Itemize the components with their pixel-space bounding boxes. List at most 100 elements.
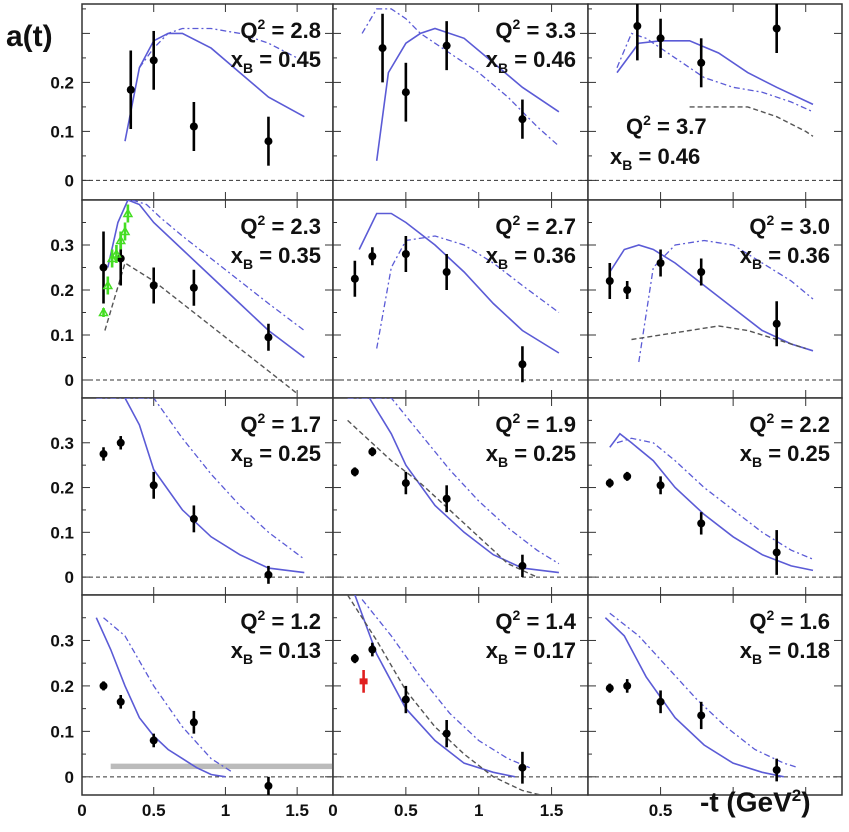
xb-sub: B	[243, 60, 253, 76]
xb-value: = 0.25	[508, 441, 576, 466]
q2-symbol: Q	[240, 214, 257, 239]
y-tick-label: 0	[65, 371, 74, 390]
xb-symbol: x	[486, 638, 499, 663]
xb-symbol: x	[231, 638, 244, 663]
data-point	[657, 34, 665, 42]
y-tick-label: 0.1	[50, 122, 74, 141]
q2-sup: 2	[767, 212, 775, 228]
data-point	[190, 515, 198, 523]
data-point	[117, 439, 125, 447]
data-point	[100, 264, 108, 272]
x-tick-label: 1	[474, 801, 483, 820]
data-point	[100, 682, 108, 690]
data-point	[264, 137, 272, 145]
q2-label: Q2 = 1.2	[240, 607, 321, 634]
q2-value: = 1.6	[774, 609, 830, 634]
q2-label: Q2 = 3.0	[749, 212, 830, 239]
q2-sup: 2	[513, 16, 521, 32]
q2-label: Q2 = 1.6	[749, 607, 830, 634]
q2-symbol: Q	[749, 412, 766, 437]
x-tick-label: 0	[328, 801, 337, 820]
xb-value: = 0.45	[253, 47, 321, 72]
data-point	[368, 252, 376, 260]
xb-sub: B	[243, 651, 253, 667]
y-tick-label: 0.2	[50, 281, 74, 300]
xb-value: = 0.18	[762, 638, 830, 663]
data-point	[402, 88, 410, 96]
y-tick-label: 0.2	[50, 677, 74, 696]
q2-label: Q2 = 2.8	[240, 16, 321, 43]
data-point	[190, 123, 198, 131]
data-point	[623, 682, 631, 690]
y-tick-label: 0.2	[50, 479, 74, 498]
q2-sup: 2	[767, 607, 775, 623]
x-tick-label: 0.5	[142, 801, 166, 820]
q2-value: = 1.7	[265, 412, 321, 437]
y-tick-label: 0.1	[50, 326, 74, 345]
xb-value: = 0.46	[508, 47, 576, 72]
data-point	[657, 481, 665, 489]
q2-sup: 2	[513, 212, 521, 228]
data-point	[351, 468, 359, 476]
q2-symbol: Q	[626, 114, 643, 139]
q2-label: Q2 = 3.3	[495, 16, 576, 43]
panel-3-1: Q2 = 1.4xB = 0.170 0.5 1 1.5	[328, 595, 588, 820]
data-point	[773, 320, 781, 328]
data-point	[368, 646, 376, 654]
y-tick-label: 0.3	[50, 434, 74, 453]
q2-sup: 2	[258, 212, 266, 228]
data-point	[264, 333, 272, 341]
q2-symbol: Q	[495, 214, 512, 239]
data-point	[127, 86, 135, 94]
data-point	[264, 782, 272, 790]
panel-2-0: Q2 = 1.7xB = 0.2500.10.20.3	[50, 398, 333, 595]
xb-value: = 0.17	[508, 638, 576, 663]
data-point	[443, 730, 451, 738]
data-point	[150, 56, 158, 64]
xb-symbol: x	[486, 441, 499, 466]
data-point	[518, 115, 526, 123]
q2-value: = 1.9	[520, 412, 576, 437]
y-tick-label: 0.1	[50, 523, 74, 542]
q2-label: Q2 = 2.7	[495, 212, 576, 239]
x-axis-label-suffix: )	[801, 786, 810, 817]
panel-0-1: Q2 = 3.3xB = 0.46	[333, 4, 588, 200]
data-point	[443, 42, 451, 50]
x-tick-label: 0	[77, 801, 86, 820]
q2-label: Q2 = 1.9	[495, 410, 576, 437]
data-point	[443, 495, 451, 503]
xb-symbol: x	[231, 441, 244, 466]
xb-sub: B	[498, 651, 508, 667]
xb-symbol: x	[486, 47, 499, 72]
q2-label: Q2 = 2.2	[749, 410, 830, 437]
xb-sub: B	[752, 651, 762, 667]
data-point	[150, 282, 158, 290]
q2-value: = 1.4	[520, 609, 576, 634]
data-point	[368, 448, 376, 456]
q2-label: Q2 = 1.7	[240, 410, 321, 437]
y-tick-label: 0.2	[50, 73, 74, 92]
xb-value: = 0.25	[253, 441, 321, 466]
data-point	[402, 696, 410, 704]
data-point	[379, 44, 387, 52]
q2-symbol: Q	[495, 609, 512, 634]
xb-symbol: x	[740, 638, 753, 663]
xb-symbol: x	[740, 441, 753, 466]
q2-symbol: Q	[495, 412, 512, 437]
q2-sup: 2	[513, 410, 521, 426]
q2-symbol: Q	[240, 412, 257, 437]
data-point	[697, 59, 705, 67]
x-tick-label: 1.5	[540, 801, 564, 820]
data-point	[697, 268, 705, 276]
xb-value: = 0.13	[253, 638, 321, 663]
q2-value: = 1.2	[265, 609, 321, 634]
y-tick-label: 0	[65, 568, 74, 587]
xb-sub: B	[752, 256, 762, 272]
data-point	[518, 562, 526, 570]
data-point	[443, 268, 451, 276]
xb-sub: B	[243, 256, 253, 272]
q2-value: = 3.3	[520, 18, 576, 43]
data-point	[518, 360, 526, 368]
xb-symbol: x	[740, 243, 753, 268]
q2-label: Q2 = 1.4	[495, 607, 576, 634]
